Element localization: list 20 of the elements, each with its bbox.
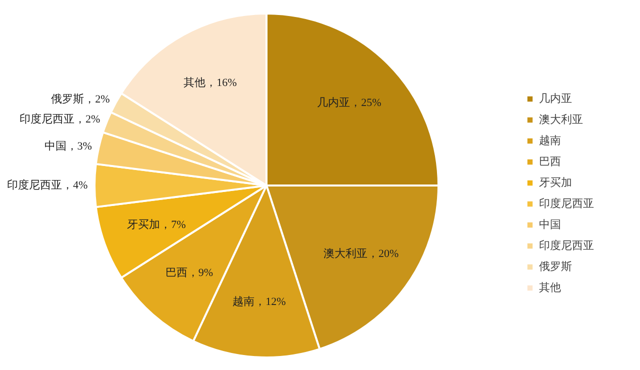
data-label: 印度尼西亚，4% [6, 178, 88, 192]
data-label: 其他，16% [184, 76, 237, 90]
legend-label: 越南 [539, 133, 561, 148]
data-label: 俄罗斯，2% [51, 92, 110, 106]
legend-label: 巴西 [539, 154, 561, 169]
legend-label: 牙买加 [539, 175, 572, 190]
legend-label: 俄罗斯 [539, 259, 572, 274]
legend-label: 其他 [539, 280, 561, 295]
legend-label: 印度尼西亚 [539, 196, 594, 211]
legend-label: 印度尼西亚 [539, 238, 594, 253]
data-label: 印度尼西亚，2% [20, 112, 100, 126]
data-label: 几内亚，25% [317, 96, 382, 109]
data-label: 中国，3% [44, 139, 92, 152]
legend-label: 澳大利亚 [539, 112, 583, 127]
data-label: 牙买加，7% [127, 218, 186, 232]
data-label: 越南，12% [232, 295, 286, 308]
data-label: 巴西，9% [165, 267, 213, 280]
legend-label: 几内亚 [539, 91, 572, 106]
legend-label: 中国 [539, 217, 561, 232]
data-label: 澳大利亚，20% [324, 247, 399, 260]
